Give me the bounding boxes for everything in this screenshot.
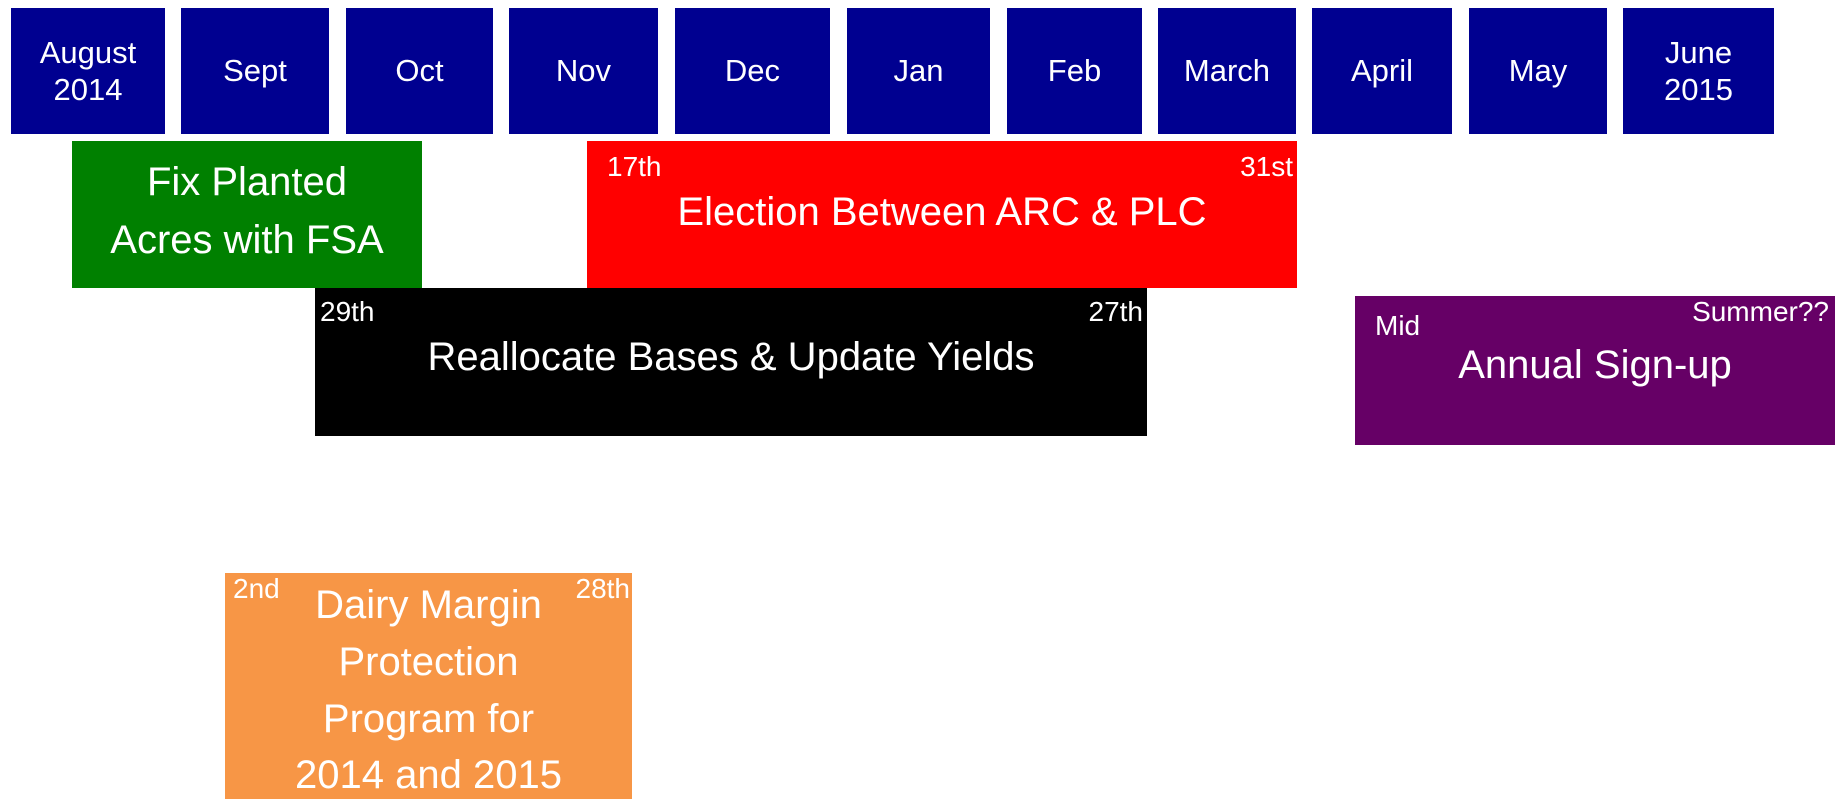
- month-line: May: [1508, 53, 1568, 89]
- end-date: 27th: [1088, 296, 1144, 327]
- bar-line: Acres with FSA: [110, 218, 384, 262]
- start-date: 17th: [607, 151, 662, 182]
- month: August 2014: [11, 8, 165, 134]
- program-bar: 29th 27th Reallocate Bases & Update Yiel…: [315, 288, 1147, 436]
- start-date: 29th: [320, 296, 375, 327]
- month-line: Oct: [395, 53, 444, 89]
- month-line: June: [1664, 34, 1733, 70]
- month: June 2015: [1623, 8, 1774, 134]
- month-line: Jan: [893, 53, 944, 89]
- program-bar: Fix Planted Acres with FSA: [72, 141, 422, 288]
- month-line: April: [1350, 53, 1413, 89]
- bar-line: Fix Planted: [146, 160, 348, 204]
- month-line: Nov: [555, 53, 612, 89]
- month-line: Feb: [1047, 53, 1102, 89]
- bar-label: Reallocate Bases & Update Yields: [427, 335, 1035, 379]
- start-date: 2nd: [233, 573, 280, 604]
- month: March: [1158, 8, 1296, 134]
- month-line: Dec: [724, 53, 781, 89]
- month-line: Sept: [223, 53, 287, 89]
- month-line: 2015: [1664, 72, 1733, 107]
- bar-label: Election Between ARC & PLC: [677, 190, 1207, 234]
- bar-label: Dairy Margin Protection Program for 2014…: [295, 583, 562, 798]
- month: April: [1312, 8, 1452, 134]
- end-date: Summer??: [1692, 296, 1829, 327]
- program-bar: 2nd 28th Dairy Margin Protection Program…: [225, 573, 632, 799]
- end-date: 28th: [575, 573, 631, 604]
- month: Oct: [346, 8, 493, 134]
- end-date: 31st: [1240, 151, 1293, 182]
- month-line: March: [1183, 53, 1271, 89]
- bar-label: Fix Planted Acres with FSA: [72, 153, 422, 269]
- bar-label: Annual Sign-up: [1458, 343, 1732, 387]
- month: Sept: [181, 8, 329, 134]
- month: Feb: [1007, 8, 1142, 134]
- month: Dec: [675, 8, 830, 134]
- month-line: August: [39, 34, 137, 70]
- month: Nov: [509, 8, 658, 134]
- month: Jan: [847, 8, 990, 134]
- month-line: 2014: [53, 72, 123, 107]
- program-bar: 17th 31st Election Between ARC & PLC: [587, 141, 1297, 288]
- program-bar: Mid Summer?? Annual Sign-up: [1355, 296, 1835, 445]
- start-date: Mid: [1375, 310, 1421, 341]
- month: May: [1469, 8, 1607, 134]
